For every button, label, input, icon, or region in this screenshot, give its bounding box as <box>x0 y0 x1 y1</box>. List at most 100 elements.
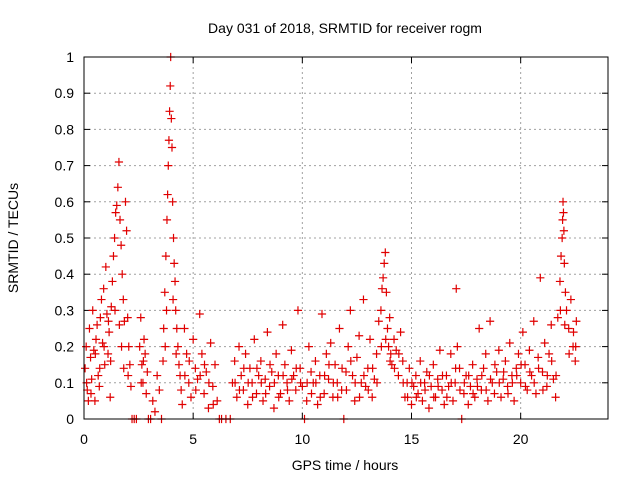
data-point <box>389 335 399 344</box>
data-point <box>184 378 193 387</box>
data-point <box>416 356 425 366</box>
data-point <box>252 389 261 398</box>
grid-lines <box>84 57 608 419</box>
data-point <box>244 378 253 387</box>
data-point <box>135 342 144 351</box>
data-point <box>141 349 150 358</box>
data-point <box>377 342 386 351</box>
data-point <box>209 400 218 409</box>
data-point <box>137 378 146 387</box>
data-point <box>531 389 541 398</box>
data-point <box>86 389 96 398</box>
data-point <box>551 393 560 402</box>
data-point <box>311 378 320 387</box>
data-point <box>365 335 375 344</box>
data-point <box>350 396 359 405</box>
data-point <box>468 360 477 369</box>
data-point <box>433 375 442 384</box>
data-point <box>91 335 101 344</box>
data-point <box>88 306 97 315</box>
data-point <box>503 389 513 398</box>
data-point <box>117 241 126 250</box>
data-point <box>263 328 272 337</box>
data-point <box>547 320 556 329</box>
data-point <box>483 396 493 405</box>
data-point <box>265 360 275 369</box>
data-point <box>396 328 405 337</box>
data-point <box>459 389 468 398</box>
data-point <box>313 400 322 409</box>
data-point <box>124 342 133 351</box>
data-point <box>119 295 128 304</box>
data-point <box>542 382 551 391</box>
data-point <box>287 375 296 384</box>
y-tick-label: 0.3 <box>55 302 75 318</box>
data-point <box>486 375 495 384</box>
data-point <box>569 328 578 337</box>
data-point <box>348 371 357 380</box>
data-point <box>322 349 331 358</box>
data-point <box>235 385 244 395</box>
data-point <box>558 215 567 224</box>
data-point <box>107 302 116 311</box>
data-point <box>168 295 178 304</box>
data-point <box>407 378 417 387</box>
data-point <box>556 306 565 315</box>
data-point <box>368 393 377 402</box>
data-point <box>488 378 497 387</box>
y-tick-label: 0.4 <box>55 266 75 282</box>
data-point <box>97 295 106 304</box>
data-point <box>372 378 382 387</box>
data-point <box>512 371 521 380</box>
data-point <box>553 313 562 322</box>
data-point <box>269 404 279 413</box>
data-point <box>351 378 360 387</box>
data-point <box>424 404 434 413</box>
data-point <box>384 342 393 351</box>
data-point <box>93 320 102 329</box>
data-point <box>162 306 171 315</box>
data-point <box>148 396 157 405</box>
data-point <box>164 161 173 170</box>
data-point <box>197 349 206 358</box>
data-point <box>167 114 176 123</box>
data-point <box>544 349 554 358</box>
data-point <box>170 259 179 268</box>
data-point <box>124 371 133 380</box>
data-point <box>169 233 178 243</box>
data-point <box>472 375 482 384</box>
data-point <box>254 371 263 380</box>
data-point <box>377 284 387 293</box>
data-point <box>142 389 151 398</box>
data-point <box>304 342 313 351</box>
data-point <box>102 309 112 319</box>
y-tick-label: 0.2 <box>55 339 75 355</box>
data-point <box>540 338 549 348</box>
data-point <box>452 284 461 293</box>
data-point <box>530 378 539 387</box>
data-point <box>416 378 425 387</box>
data-point <box>382 288 391 297</box>
data-point <box>466 382 475 391</box>
data-point <box>341 367 351 377</box>
data-point <box>359 371 369 380</box>
data-point <box>438 371 447 380</box>
data-point <box>170 277 180 286</box>
data-point <box>230 356 239 366</box>
data-point <box>486 317 495 326</box>
y-tick-label: 0 <box>66 411 74 427</box>
data-point <box>98 338 107 348</box>
data-point <box>164 136 174 145</box>
data-point <box>464 400 473 409</box>
y-tick-label: 0.5 <box>55 230 75 246</box>
data-point <box>317 309 327 319</box>
data-point <box>103 349 113 358</box>
data-point <box>177 385 186 395</box>
data-point <box>501 356 510 366</box>
data-point <box>172 324 181 333</box>
data-point <box>110 306 120 315</box>
x-tick-label: 5 <box>189 431 197 447</box>
data-point <box>346 306 355 315</box>
data-point <box>564 324 573 333</box>
